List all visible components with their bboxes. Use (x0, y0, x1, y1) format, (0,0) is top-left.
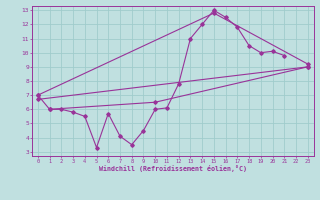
X-axis label: Windchill (Refroidissement éolien,°C): Windchill (Refroidissement éolien,°C) (99, 165, 247, 172)
